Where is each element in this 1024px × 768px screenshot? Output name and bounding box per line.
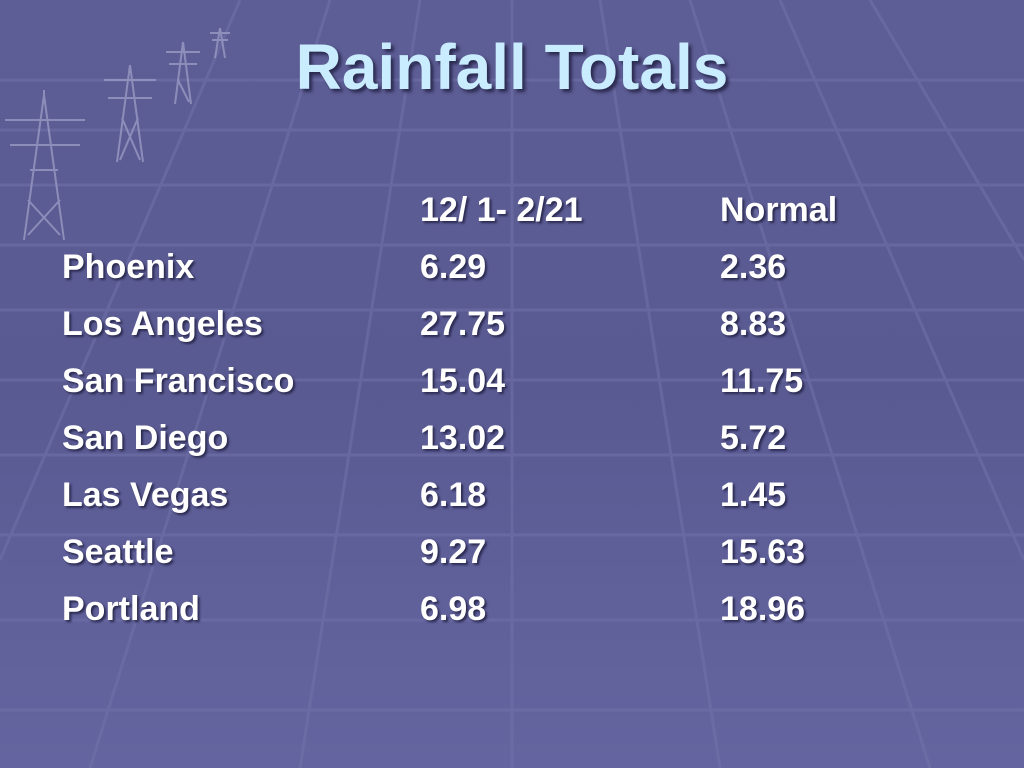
city-name: Portland xyxy=(62,590,200,628)
slide-title: Rainfall Totals xyxy=(295,31,729,103)
city-name: San Francisco xyxy=(62,362,295,400)
city-name: Phoenix xyxy=(62,248,195,286)
column-header: 12/ 1- 2/21 xyxy=(420,191,583,229)
rainfall-value: 8.83 xyxy=(720,305,787,343)
rainfall-value: 27.75 xyxy=(420,305,506,343)
rainfall-value: 9.27 xyxy=(420,533,487,571)
rainfall-value: 15.04 xyxy=(420,362,506,400)
city-name: Las Vegas xyxy=(62,476,229,514)
rainfall-value: 1.45 xyxy=(720,476,787,514)
column-header: Normal xyxy=(720,191,838,229)
rainfall-value: 11.75 xyxy=(720,362,804,400)
rainfall-value: 6.98 xyxy=(420,590,487,628)
rainfall-value: 13.02 xyxy=(420,419,506,457)
rainfall-value: 2.36 xyxy=(720,248,787,286)
rainfall-value: 6.18 xyxy=(420,476,487,514)
rainfall-value: 5.72 xyxy=(720,419,787,457)
rainfall-value: 15.63 xyxy=(720,533,806,571)
rainfall-value: 18.96 xyxy=(720,590,806,628)
rainfall-value: 6.29 xyxy=(420,248,487,286)
city-name: Los Angeles xyxy=(62,305,263,343)
city-name: Seattle xyxy=(62,533,174,571)
city-name: San Diego xyxy=(62,419,229,457)
